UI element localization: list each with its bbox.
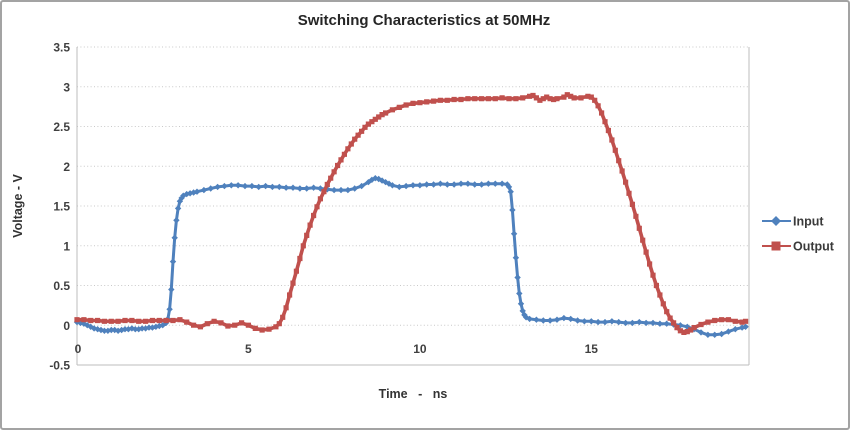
output-series-markers xyxy=(74,92,749,335)
y-tick-3: 3 xyxy=(63,80,70,94)
x-axis-title: Time - ns xyxy=(379,387,448,401)
y-tick-3.5: 3.5 xyxy=(53,41,70,55)
x-tick-5: 5 xyxy=(245,342,252,356)
legend-input-diamond-icon xyxy=(771,216,781,226)
x-tick-0: 0 xyxy=(75,342,82,356)
plot-border xyxy=(76,47,750,366)
y-tick-neg0.5: -0.5 xyxy=(49,359,70,373)
y-tick-2.5: 2.5 xyxy=(53,120,70,134)
legend-output-label: Output xyxy=(793,240,835,254)
y-tick-1: 1 xyxy=(63,239,70,253)
x-tick-15: 15 xyxy=(585,342,599,356)
y-axis-title: Voltage - V xyxy=(11,174,25,238)
legend-item-output: Output xyxy=(762,240,835,254)
legend-input-label: Input xyxy=(793,215,824,229)
legend-output-square-icon xyxy=(771,241,781,251)
x-tick-10: 10 xyxy=(413,342,427,356)
legend-item-input: Input xyxy=(762,215,824,229)
chart-title: Switching Characteristics at 50MHz xyxy=(298,12,551,29)
x-axis-tick-labels: 0 5 10 15 xyxy=(75,342,599,356)
y-tick-0.5: 0.5 xyxy=(53,279,70,293)
y-tick-0: 0 xyxy=(63,319,70,333)
y-tick-2: 2 xyxy=(63,160,70,174)
series-layer xyxy=(73,92,749,338)
y-axis-tick-labels: 3.5 3 2.5 2 1.5 1 0.5 0 -0.5 xyxy=(49,41,70,373)
legend: Input Output xyxy=(762,215,835,254)
y-tick-1.5: 1.5 xyxy=(53,200,70,214)
output-series-line xyxy=(77,92,747,335)
